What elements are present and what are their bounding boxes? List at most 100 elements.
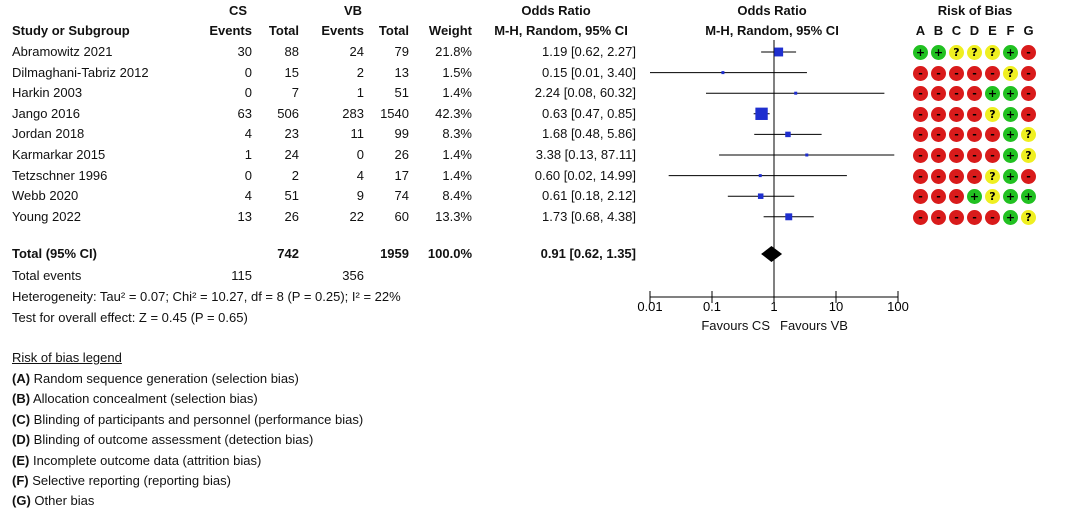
events1-cell: 4 [244,126,252,142]
low-risk-dot: + [1003,127,1018,143]
total-n2: 1959 [380,246,409,261]
legend-key: (E) [12,452,30,468]
low-risk-dot: + [1003,189,1018,205]
or-column-subtitle: M-H, Random, 95% CI [494,23,628,38]
high-risk-dot: - [985,65,1000,81]
total-label: Total (95% CI) [12,246,97,261]
legend-item: (B) Allocation concealment (selection bi… [12,391,258,407]
high-risk-dot: - [913,148,928,163]
plot-title: Odds Ratio [737,3,807,18]
total2-cell: 26 [394,147,409,162]
overall-effect-text: Test for overall effect: Z = 0.45 (P = 0… [12,310,248,325]
unclear-risk-dot: ? [1021,209,1036,225]
weight-cell: 8.3% [442,126,472,142]
high-risk-dot: - [931,65,946,81]
high-risk-dot: - [931,209,946,225]
weight-cell: 8.4% [442,188,472,204]
low-risk-dot: + [931,45,946,60]
high-risk-dot: - [967,209,982,225]
events1-cell: 0 [244,167,252,183]
high-risk-dot: - [949,148,964,163]
low-risk-dot: + [985,86,1000,102]
high-risk-dot: - [913,127,928,143]
total2-cell: 74 [394,188,409,204]
study-name: Young 2022 [12,208,81,224]
high-risk-dot: - [967,86,982,102]
rob-letter: C [951,23,962,38]
high-risk-dot: - [913,106,928,122]
ci-cell: 2.24 [0.08, 60.32] [534,85,636,101]
unclear-risk-dot: ? [1021,127,1036,143]
legend-text: Selective reporting (reporting bias) [28,473,231,488]
low-risk-dot: + [1003,106,1018,122]
legend-text: Incomplete outcome data (attrition bias) [29,452,262,468]
study-header: Study or Subgroup [12,23,130,38]
high-risk-dot: - [985,209,1000,225]
total1-cell: 506 [277,105,299,121]
low-risk-dot: + [1003,148,1018,163]
unclear-risk-dot: ? [949,45,964,60]
ci-cell: 3.38 [0.13, 87.11] [535,147,636,162]
high-risk-dot: - [967,106,982,122]
total2-cell: 99 [394,126,409,142]
high-risk-dot: - [949,106,964,122]
events2-cell: 9 [356,188,364,204]
total-n1: 742 [277,246,299,261]
study-marker [805,153,809,157]
x-tick-label: 10 [829,299,843,314]
high-risk-dot: - [931,86,946,102]
total1-cell: 51 [284,188,299,204]
total1-cell: 23 [284,126,299,142]
unclear-risk-dot: ? [985,45,1000,60]
events2-cell: 2 [356,64,364,80]
events2-cell: 11 [350,126,365,142]
events1-cell: 30 [237,44,252,59]
unclear-risk-dot: ? [985,106,1000,122]
legend-item: (D) Blinding of outcome assessment (dete… [12,432,313,448]
legend-item: (G) Other bias [12,493,94,509]
ci-cell: 1.73 [0.68, 4.38] [542,208,636,224]
total1-cell: 7 [291,85,299,101]
rob-letter: D [969,23,980,38]
total-events1: 115 [231,268,252,283]
high-risk-dot: - [967,127,982,143]
weight-cell: 42.3% [435,105,472,121]
high-risk-dot: - [1021,45,1036,60]
rob-letter: A [915,23,926,38]
study-marker [757,193,764,199]
high-risk-dot: - [985,148,1000,163]
study-name: Webb 2020 [12,188,79,204]
x-tick-label: 1 [770,299,777,314]
events1-cell: 0 [244,64,252,80]
high-risk-dot: - [931,189,946,205]
legend-key: (C) [12,411,31,427]
weight-cell: 13.3% [435,208,472,224]
legend-item: (A) Random sequence generation (selectio… [12,371,299,387]
weight-cell: 21.8% [435,44,472,59]
x-tick-label: 100 [887,299,909,314]
total-weight: 100.0% [427,246,472,261]
weight-cell: 1.4% [442,147,472,162]
weight-cell: 1.4% [442,85,472,101]
study-name: Karmarkar 2015 [12,147,106,162]
high-risk-dot: - [931,168,946,184]
events1-cell: 63 [237,105,252,121]
study-name: Jango 2016 [12,105,80,121]
unclear-risk-dot: ? [1021,148,1036,163]
legend-key: (A) [12,371,31,386]
total2-cell: 17 [394,167,409,183]
plot-subtitle: M-H, Random, 95% CI [705,23,839,38]
high-risk-dot: - [967,168,982,184]
events2-cell: 24 [349,44,364,59]
high-risk-dot: - [1021,106,1036,122]
high-risk-dot: - [949,209,964,225]
legend-key: (F) [12,473,29,488]
high-risk-dot: - [1021,65,1036,81]
rob-title: Risk of Bias [937,3,1013,18]
high-risk-dot: - [949,86,964,102]
high-risk-dot: - [931,127,946,143]
study-marker [785,213,793,221]
high-risk-dot: - [913,65,928,81]
total-ci: 0.91 [0.62, 1.35] [540,246,636,261]
weight-header: Weight [428,23,472,38]
